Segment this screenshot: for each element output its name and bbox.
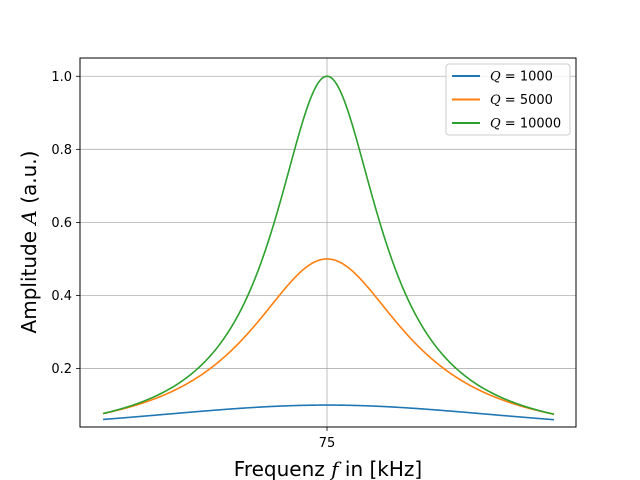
series-line (102, 404, 555, 421)
legend-label: Q = 5000 (490, 93, 553, 108)
series-line (102, 75, 555, 415)
legend: Q = 1000 Q = 5000 Q = 10000 (445, 63, 571, 136)
y-tick-label: 0.8 (51, 143, 72, 158)
y-tick-label: 0.6 (51, 216, 72, 231)
legend-box (445, 63, 571, 136)
series-lines (102, 75, 555, 421)
legend-label: Q = 10000 (490, 117, 561, 132)
y-tick-label: 1.0 (51, 70, 72, 85)
y-tick-label: 0.4 (51, 289, 72, 304)
x-tick-label: 75 (319, 436, 336, 451)
y-tick-label: 0.2 (51, 362, 72, 377)
series-line (102, 258, 555, 415)
legend-label: Q = 1000 (490, 70, 553, 85)
y-axis-title: Amplitude A (a.u.) (17, 151, 41, 334)
plot-frame (79, 57, 577, 428)
x-axis-title: Frequenz f in [kHz] (234, 457, 422, 480)
axis-ticks: 0.2 0.4 0.6 0.8 1.0 75 (51, 70, 335, 451)
